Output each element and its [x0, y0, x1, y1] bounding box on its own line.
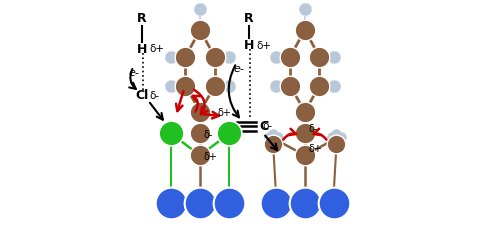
Text: δ-: δ- [308, 123, 318, 134]
Point [301, 28, 309, 32]
Point [272, 201, 280, 205]
Point [196, 201, 204, 205]
Point [182, 55, 190, 59]
Point [272, 84, 280, 88]
Point [196, 110, 204, 113]
Point [269, 142, 277, 146]
Text: δ+: δ+ [204, 152, 218, 162]
Point [316, 55, 324, 59]
Point [301, 132, 309, 135]
Text: δ+: δ+ [308, 144, 322, 154]
Point [196, 28, 204, 32]
Point [330, 201, 338, 205]
Text: H: H [136, 43, 147, 56]
Point [196, 153, 204, 157]
Point [167, 84, 175, 88]
Point [182, 84, 190, 88]
Text: R: R [244, 12, 254, 25]
Point [330, 55, 338, 59]
Point [272, 55, 280, 59]
Point [196, 7, 204, 11]
Point [332, 132, 340, 136]
Text: δ+: δ+ [217, 108, 231, 118]
Text: Cl: Cl [135, 89, 148, 102]
Point [301, 110, 309, 113]
Text: C: C [260, 120, 268, 133]
Point [167, 55, 175, 59]
Point [301, 110, 309, 113]
Text: R: R [137, 12, 146, 25]
Point [301, 153, 309, 157]
Point [196, 132, 204, 135]
Text: e-: e- [129, 68, 140, 78]
Point [226, 84, 234, 88]
Point [167, 132, 175, 135]
Point [301, 7, 309, 11]
Point [196, 110, 204, 113]
Point [301, 201, 309, 205]
Text: δ-: δ- [204, 130, 213, 140]
Point [269, 132, 277, 136]
Point [210, 55, 218, 59]
Point [274, 135, 281, 139]
Point [337, 135, 345, 139]
Point [286, 55, 294, 59]
Point [265, 135, 273, 139]
Point [226, 55, 234, 59]
Point [167, 201, 175, 205]
Point [226, 132, 234, 135]
Point [316, 84, 324, 88]
Text: δ+: δ+ [149, 44, 164, 54]
Text: e-: e- [234, 64, 244, 74]
Point [226, 201, 234, 205]
Point [210, 84, 218, 88]
Text: δ-: δ- [149, 91, 159, 101]
Point [286, 84, 294, 88]
Point [328, 135, 336, 139]
Text: δ-: δ- [262, 121, 273, 131]
Point [330, 84, 338, 88]
Text: H: H [244, 39, 254, 52]
Point [332, 142, 340, 146]
Text: C: C [224, 120, 234, 133]
Text: δ+: δ+ [256, 41, 271, 51]
